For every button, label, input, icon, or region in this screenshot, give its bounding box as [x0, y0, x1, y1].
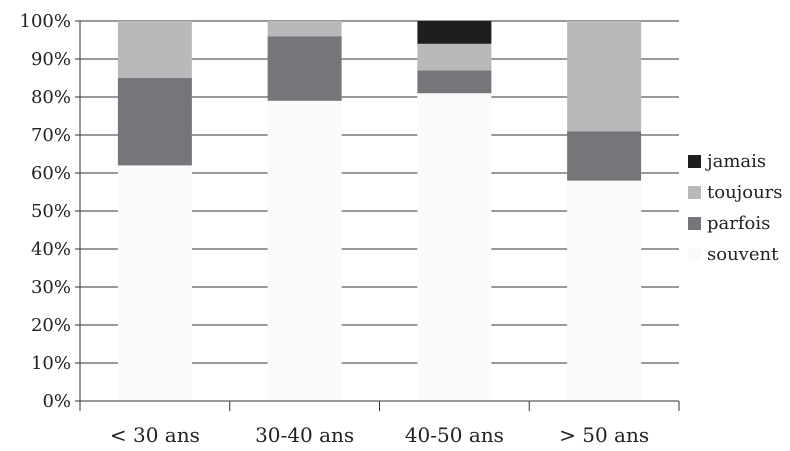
legend-swatch [688, 186, 701, 199]
bar-segment-parfois [417, 70, 492, 94]
bar-segment-toujours [267, 21, 342, 37]
bar-segment-jamais [417, 21, 492, 44]
y-tick-label: 30% [31, 277, 71, 298]
legend-swatch [688, 248, 701, 261]
bar-segment-parfois [117, 78, 192, 166]
legend-item-parfois: parfois [688, 208, 783, 239]
y-tick-label: 90% [31, 49, 71, 70]
bar-segment-parfois [267, 36, 342, 101]
legend-label: souvent [707, 244, 779, 265]
bar-segment-toujours [417, 43, 492, 71]
y-tick-label: 10% [31, 353, 71, 374]
x-tick-label: < 30 ans [110, 423, 200, 447]
legend-label: jamais [707, 151, 767, 172]
legend-label: parfois [707, 213, 771, 234]
y-tick-label: 60% [31, 163, 71, 184]
y-tick-label: 40% [31, 239, 71, 260]
bar-segment-toujours [567, 21, 642, 132]
legend: jamais toujours parfois souvent [688, 146, 783, 270]
y-tick-label: 80% [31, 87, 71, 108]
legend-swatch [688, 217, 701, 230]
legend-swatch [688, 155, 701, 168]
legend-item-jamais: jamais [688, 146, 783, 177]
bar-segment-souvent [267, 100, 342, 402]
bar-segment-toujours [117, 21, 192, 78]
legend-item-souvent: souvent [688, 239, 783, 270]
y-tick-label: 20% [31, 315, 71, 336]
x-tick-label: 30-40 ans [255, 423, 354, 447]
bar-segment-parfois [567, 131, 642, 181]
y-tick-label: 0% [42, 391, 71, 412]
legend-label: toujours [707, 182, 783, 203]
y-tick-label: 70% [31, 125, 71, 146]
y-tick-label: 100% [20, 11, 71, 32]
x-tick-label: > 50 ans [559, 423, 649, 447]
bar-segment-souvent [567, 180, 642, 401]
bar-segment-souvent [117, 165, 192, 401]
legend-item-toujours: toujours [688, 177, 783, 208]
bar-segment-souvent [417, 93, 492, 401]
x-tick-label: 40-50 ans [405, 423, 504, 447]
y-tick-label: 50% [31, 201, 71, 222]
